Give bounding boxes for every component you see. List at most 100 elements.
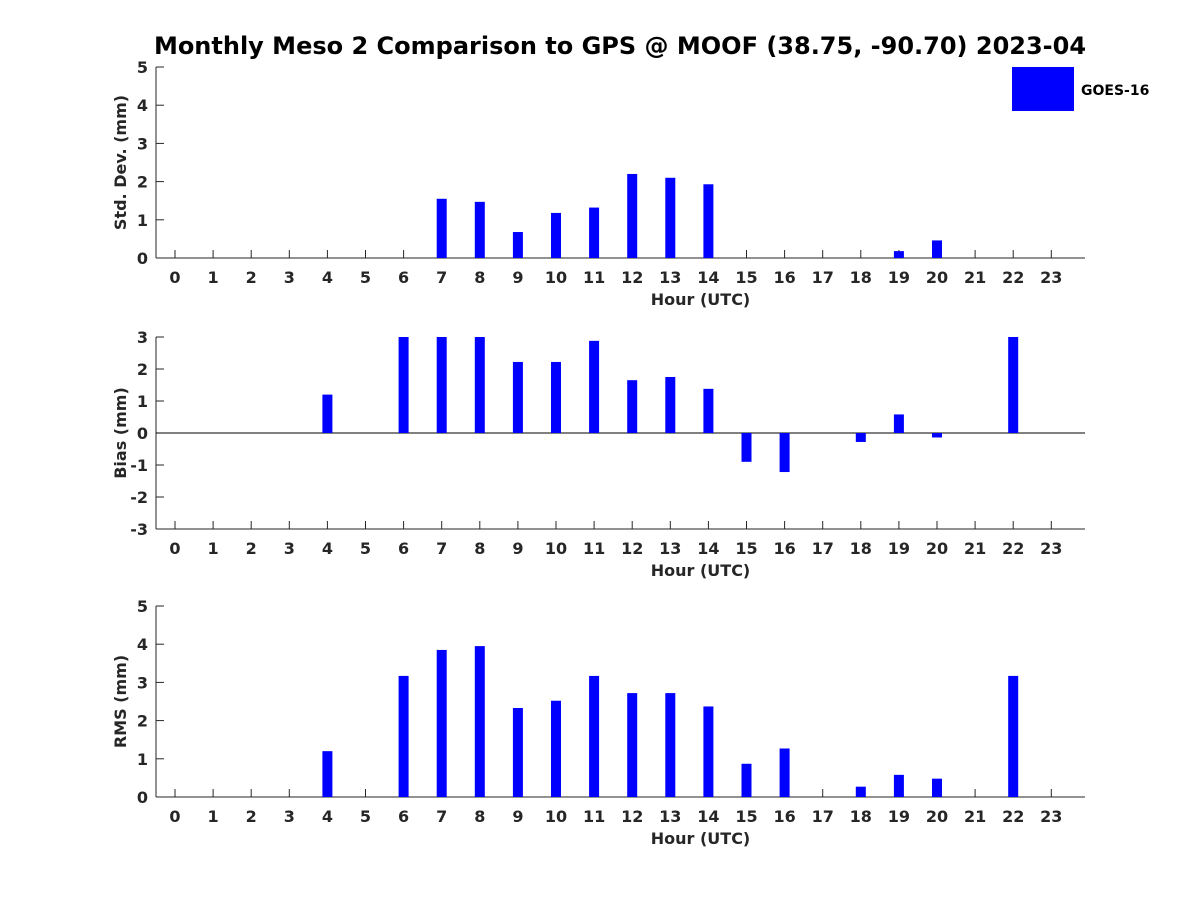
rms-y-label: RMS (mm) [111, 655, 130, 748]
bias-bar-18 [855, 433, 866, 442]
std-dev-bar-12 [627, 173, 638, 258]
std-dev-xtick-label: 4 [322, 268, 333, 287]
bias-ytick-label: 3 [137, 328, 148, 347]
std-dev-ytick-label: 3 [137, 134, 148, 153]
std-dev-xtick-label: 3 [284, 268, 295, 287]
rms-xtick-label: 18 [850, 807, 872, 826]
legend: GOES-16 [1012, 67, 1149, 111]
bias-bar-19 [893, 414, 904, 433]
std-dev-xtick-label: 15 [735, 268, 757, 287]
std-dev-ytick-label: 2 [137, 173, 148, 192]
rms-ytick-label: 0 [137, 788, 148, 807]
rms-ytick-label: 3 [137, 673, 148, 692]
std-dev-bar-9 [512, 232, 523, 258]
bias-bar-7 [436, 337, 447, 433]
bias-xtick-label: 10 [545, 539, 567, 558]
std-dev-bar-7 [436, 198, 447, 258]
rms-xtick-label: 4 [322, 807, 333, 826]
std-dev-ytick-label: 4 [137, 96, 148, 115]
rms-bar-19 [893, 774, 904, 797]
rms-xtick-label: 19 [888, 807, 910, 826]
bias-bar-20 [932, 433, 942, 438]
bias-bar-16 [779, 433, 790, 473]
std-dev-bar-19 [893, 251, 904, 258]
rms-bar-22 [1008, 675, 1019, 797]
rms-xtick-label: 2 [246, 807, 257, 826]
std-dev-bar-20 [932, 240, 942, 258]
bias-xtick-label: 4 [322, 539, 333, 558]
rms-xtick-label: 0 [169, 807, 180, 826]
bias-bar-8 [474, 337, 485, 433]
bias-xtick-label: 2 [246, 539, 257, 558]
rms-xtick-label: 13 [659, 807, 681, 826]
std-dev-xtick-label: 20 [926, 268, 948, 287]
std-dev-xtick-label: 5 [360, 268, 371, 287]
bias-bar-4 [322, 394, 333, 433]
legend-label: GOES-16 [1081, 83, 1149, 99]
std-dev-bar-11 [589, 207, 600, 258]
rms-bar-6 [398, 675, 409, 797]
std-dev-xtick-label: 17 [812, 268, 834, 287]
bias-xtick-label: 5 [360, 539, 371, 558]
bias-xtick-label: 1 [208, 539, 219, 558]
rms-xtick-label: 10 [545, 807, 567, 826]
bias-bar-12 [627, 380, 638, 433]
bias-xtick-label: 13 [659, 539, 681, 558]
bias-xtick-label: 3 [284, 539, 295, 558]
rms-bar-12 [627, 693, 638, 797]
rms-bar-7 [436, 649, 447, 797]
bias-xtick-label: 16 [773, 539, 795, 558]
rms-xtick-label: 21 [964, 807, 986, 826]
legend-swatch [1012, 67, 1074, 111]
rms-ytick-label: 1 [137, 750, 148, 769]
std-dev-xtick-label: 0 [169, 268, 180, 287]
rms-xtick-label: 9 [512, 807, 523, 826]
std-dev-xtick-label: 10 [545, 268, 567, 287]
bias-bar-22 [1008, 337, 1019, 433]
rms-ytick-label: 5 [137, 597, 148, 616]
std-dev-xtick-label: 11 [583, 268, 605, 287]
rms-xtick-label: 5 [360, 807, 371, 826]
bias-ytick-label: 2 [137, 360, 148, 379]
bias-xtick-label: 23 [1040, 539, 1062, 558]
bias-xtick-label: 0 [169, 539, 180, 558]
std-dev-xtick-label: 14 [697, 268, 719, 287]
rms-xtick-label: 12 [621, 807, 643, 826]
std-dev-ytick-label: 5 [137, 58, 148, 77]
std-dev-xtick-label: 9 [512, 268, 523, 287]
rms-xtick-label: 3 [284, 807, 295, 826]
bias-xtick-label: 14 [697, 539, 719, 558]
rms-x-label: Hour (UTC) [651, 829, 751, 848]
std-dev-ytick-label: 1 [137, 211, 148, 230]
rms-bar-20 [932, 778, 942, 797]
bias-ytick-label: 0 [137, 424, 148, 443]
bias-x-label: Hour (UTC) [651, 561, 751, 580]
std-dev-bar-10 [551, 212, 561, 258]
bias-y-label: Bias (mm) [111, 387, 130, 479]
std-dev-xtick-label: 22 [1002, 268, 1024, 287]
rms-bar-16 [779, 748, 790, 797]
std-dev-xtick-label: 1 [208, 268, 219, 287]
std-dev-xtick-label: 12 [621, 268, 643, 287]
std-dev-xtick-label: 7 [436, 268, 447, 287]
rms-xtick-label: 15 [735, 807, 757, 826]
rms-bar-15 [741, 763, 752, 797]
rms-bar-4 [322, 751, 333, 797]
bias-bar-15 [741, 433, 752, 462]
rms-xtick-label: 20 [926, 807, 948, 826]
bias-ytick-label: -1 [130, 456, 148, 475]
std-dev-xtick-label: 2 [246, 268, 257, 287]
rms-xtick-label: 14 [697, 807, 719, 826]
rms-ytick-label: 2 [137, 712, 148, 731]
bias-xtick-label: 17 [812, 539, 834, 558]
std-dev-ytick-label: 0 [137, 249, 148, 268]
bias-ytick-label: -2 [130, 488, 148, 507]
std-dev-xtick-label: 13 [659, 268, 681, 287]
std-dev-xtick-label: 21 [964, 268, 986, 287]
bias-xtick-label: 12 [621, 539, 643, 558]
